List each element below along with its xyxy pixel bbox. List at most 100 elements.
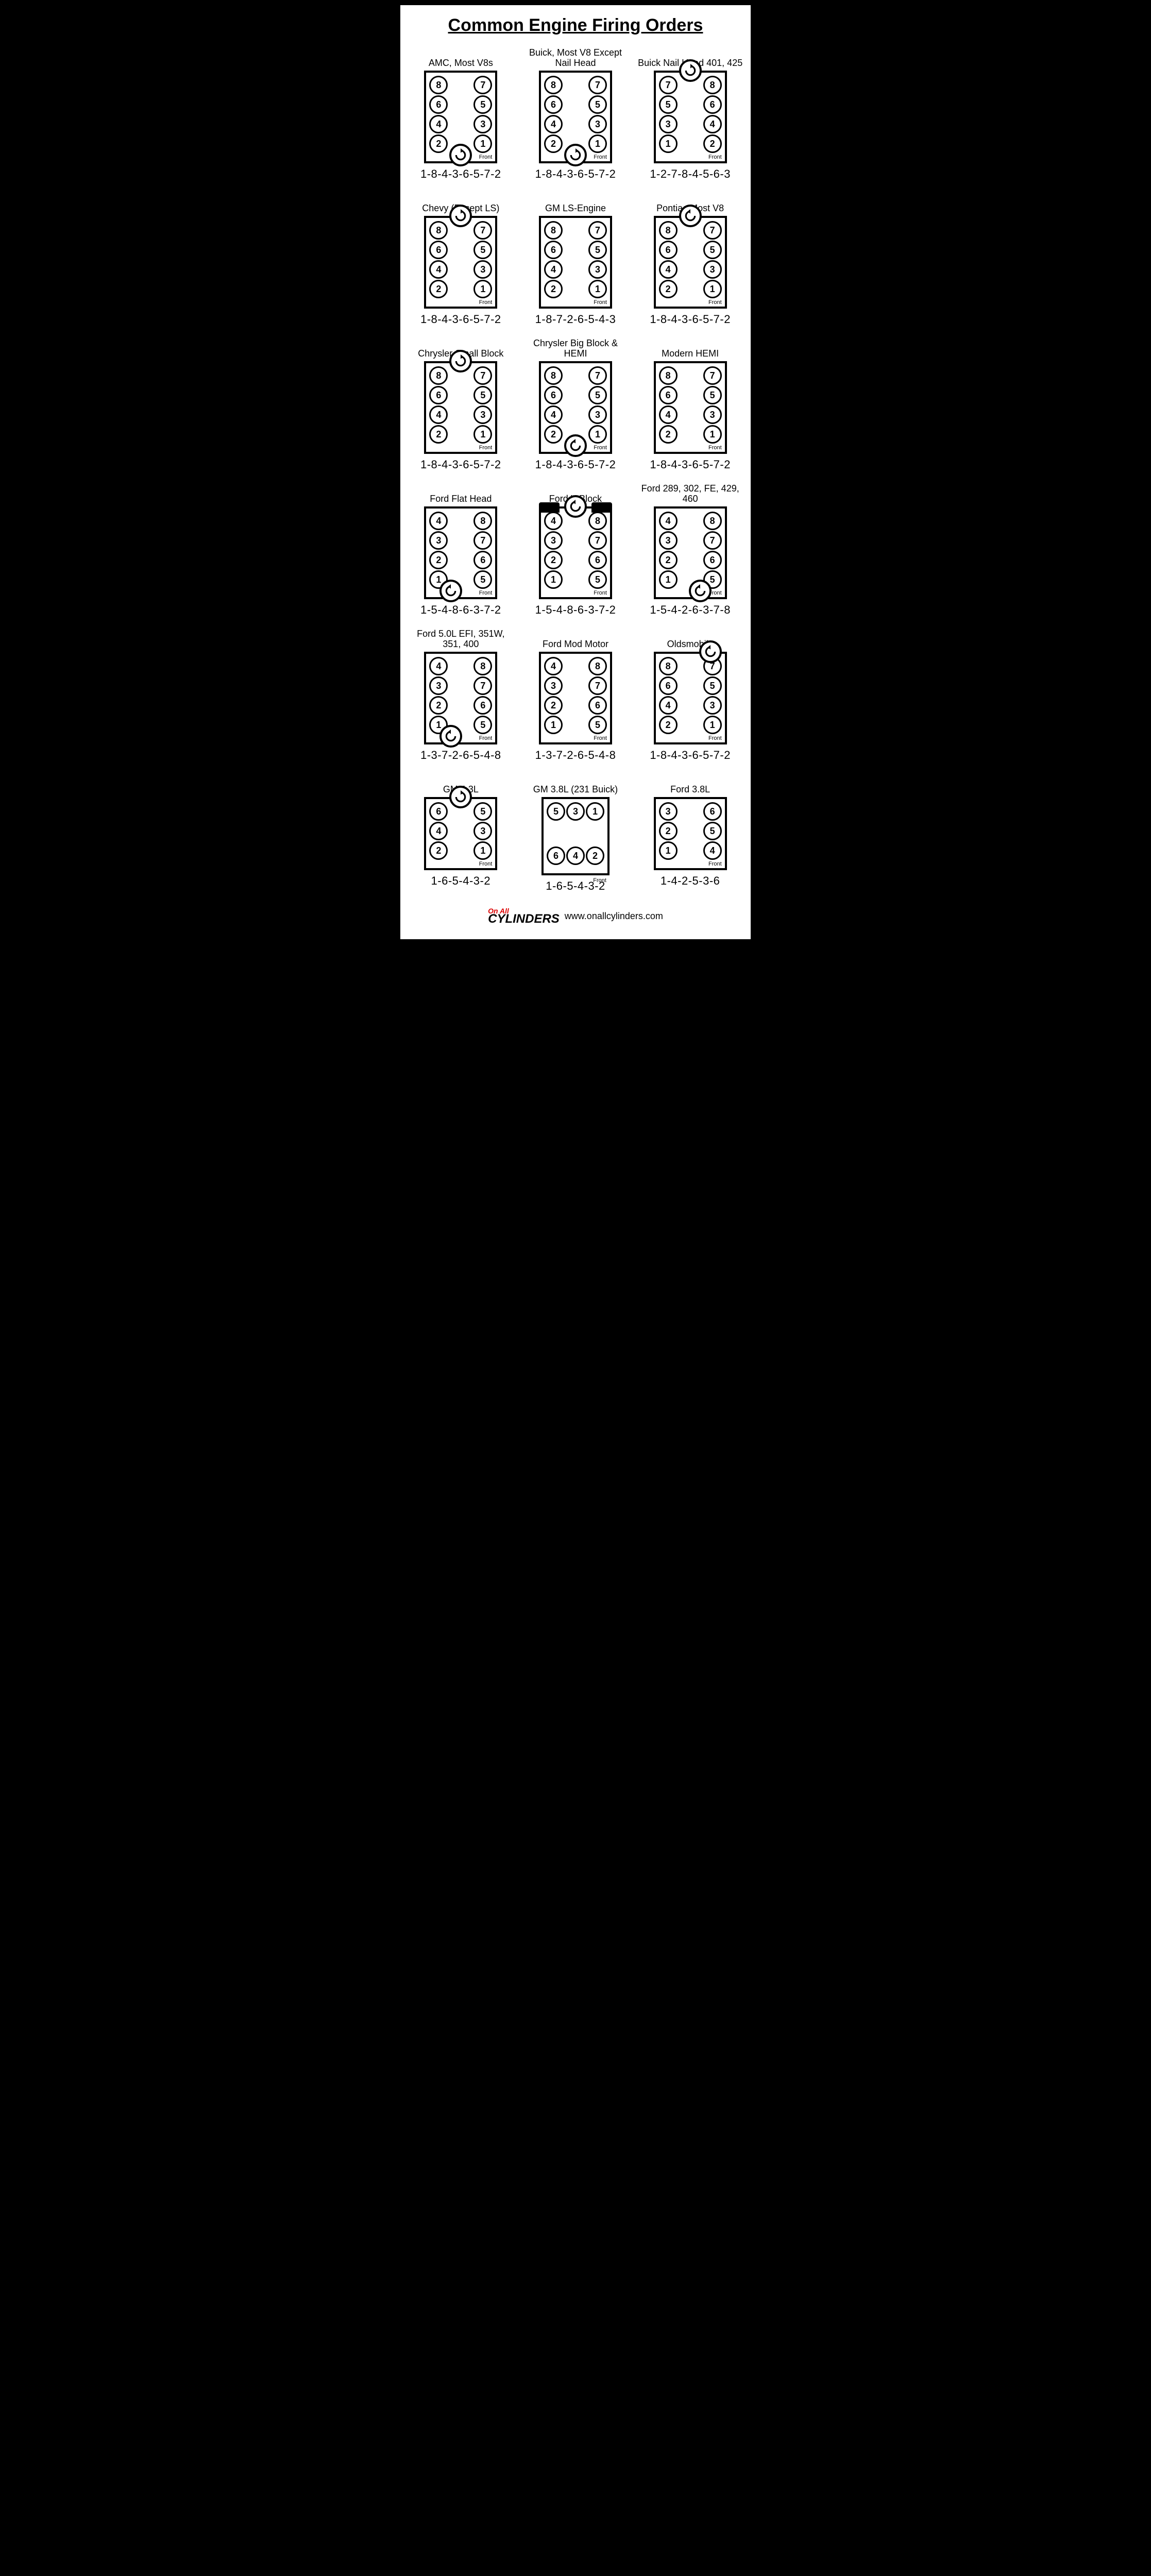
engine-block-wrap: 86427531Front [539,71,612,163]
cylinder-bank-right: 7531 [588,76,607,153]
engine-title: Ford Mod Motor [543,627,608,650]
cylinder: 5 [473,802,492,821]
firing-order: 1-8-4-3-6-5-7-2 [650,749,731,762]
cylinder: 5 [703,822,722,840]
logo-main: CYLINDERS [488,912,560,926]
cylinder: 3 [588,115,607,133]
cylinder-bank-left: 4321 [544,657,563,734]
cylinder-bank-bottom: 642 [547,846,604,865]
cylinder: 2 [659,280,678,298]
cylinder-bank-left: 4321 [429,657,448,734]
cylinder: 8 [544,221,563,240]
firing-order: 1-5-4-8-6-3-7-2 [420,603,501,617]
cylinder: 3 [566,802,585,821]
cylinder: 6 [547,846,565,865]
cylinder: 7 [703,531,722,550]
cylinder: 1 [659,841,678,860]
cylinder: 1 [659,134,678,153]
cylinder-bank-right: 8765 [473,512,492,589]
firing-order: 1-5-4-2-6-3-7-8 [650,603,731,617]
cylinder: 7 [473,531,492,550]
firing-order: 1-8-4-3-6-5-7-2 [420,458,501,471]
cylinder: 8 [544,76,563,94]
cylinder-bank-left: 4321 [429,512,448,589]
cylinder: 3 [588,405,607,424]
cylinder: 7 [703,366,722,385]
engine-diagram: Oldsmobile86427531Front1-8-4-3-6-5-7-2 [636,627,744,762]
engine-block-wrap: 321654Front [654,797,727,870]
distributor-icon [449,144,472,166]
cylinder: 6 [544,386,563,404]
engine-diagram: Pontiac Most V886427531Front1-8-4-3-6-5-… [636,191,744,326]
front-label: Front [479,299,493,306]
cylinder: 4 [544,657,563,675]
firing-order: 1-8-4-3-6-5-7-2 [650,313,731,326]
firing-order: 1-3-7-2-6-5-4-8 [535,749,616,762]
page-title: Common Engine Firing Orders [405,15,746,36]
front-label: Front [594,445,607,451]
front-label: Front [594,590,607,596]
cylinder: 6 [659,241,678,259]
cylinder-bank-right: 7531 [473,221,492,298]
engine-title: AMC, Most V8s [429,46,493,69]
cylinder: 3 [473,260,492,279]
engine-diagram: Chevy (Except LS)86427531Front1-8-4-3-6-… [407,191,515,326]
cylinder: 2 [544,134,563,153]
cylinder: 2 [429,280,448,298]
cylinder: 5 [473,716,492,734]
cylinder: 8 [429,366,448,385]
engine-grid: AMC, Most V8s86427531Front1-8-4-3-6-5-7-… [405,46,746,893]
cylinder-bank-right: 7531 [703,657,722,734]
engine-block-wrap: 86427531Front [424,361,497,454]
engine-block-wrap: 43218765Front [539,652,612,744]
cylinder: 7 [473,366,492,385]
cylinder: 6 [473,696,492,715]
cylinder: 1 [703,280,722,298]
distributor-icon [679,205,702,227]
cylinder: 5 [588,241,607,259]
cylinder: 6 [659,676,678,695]
engine-diagram: Buick Nail Head 401, 42575318642Front1-2… [636,46,744,181]
front-label: Front [593,877,606,884]
engine-diagram: GM LS-Engine86427531Front1-8-7-2-6-5-4-3 [521,191,630,326]
cylinder: 7 [473,676,492,695]
cylinder-bank-right: 7531 [473,76,492,153]
cylinder: 1 [588,134,607,153]
cylinder: 3 [588,260,607,279]
cylinder-bank-left: 8642 [429,366,448,444]
firing-order: 1-8-4-3-6-5-7-2 [650,458,731,471]
cylinder: 8 [659,657,678,675]
engine-diagram: Ford Y Block43218765Front1-5-4-8-6-3-7-2 [521,482,630,617]
engine-block-wrap: 86427531Front [539,216,612,309]
front-label: Front [479,735,493,741]
cylinder: 4 [659,512,678,530]
cylinder-bank-right: 7531 [473,366,492,444]
engine-block: 531 642 [541,797,610,875]
distributor-icon [439,725,462,748]
cylinder: 8 [544,366,563,385]
firing-order: 1-5-4-8-6-3-7-2 [535,603,616,617]
cylinder: 7 [588,76,607,94]
firing-order: 1-8-4-3-6-5-7-2 [420,313,501,326]
cylinder: 3 [703,260,722,279]
cylinder: 6 [703,95,722,114]
engine-block-wrap: 642531Front [424,797,497,870]
cylinder: 1 [703,716,722,734]
engine-block-wrap: 43218765Front [539,506,612,599]
cylinder: 4 [429,405,448,424]
cylinder: 2 [544,551,563,569]
cylinder: 8 [659,366,678,385]
engine-block-wrap: 8642 7531Front [424,216,497,309]
cylinder: 1 [473,841,492,860]
cylinder-bank-left: 8642 [429,221,448,298]
engine-diagram: GM 4.3L642531Front1-6-5-4-3-2 [407,772,515,893]
cylinder: 3 [473,822,492,840]
engine-block-wrap: 86427531Front [424,71,497,163]
cylinder-bank-left: 8642 [659,221,678,298]
cylinder-bank-right: 8765 [473,657,492,734]
engine-block: 321654Front [654,797,727,870]
cylinder-bank-top: 531 [547,802,604,821]
cylinder: 2 [429,551,448,569]
cylinder-bank-left: 7531 [659,76,678,153]
cylinder-bank-right: 8642 [703,76,722,153]
